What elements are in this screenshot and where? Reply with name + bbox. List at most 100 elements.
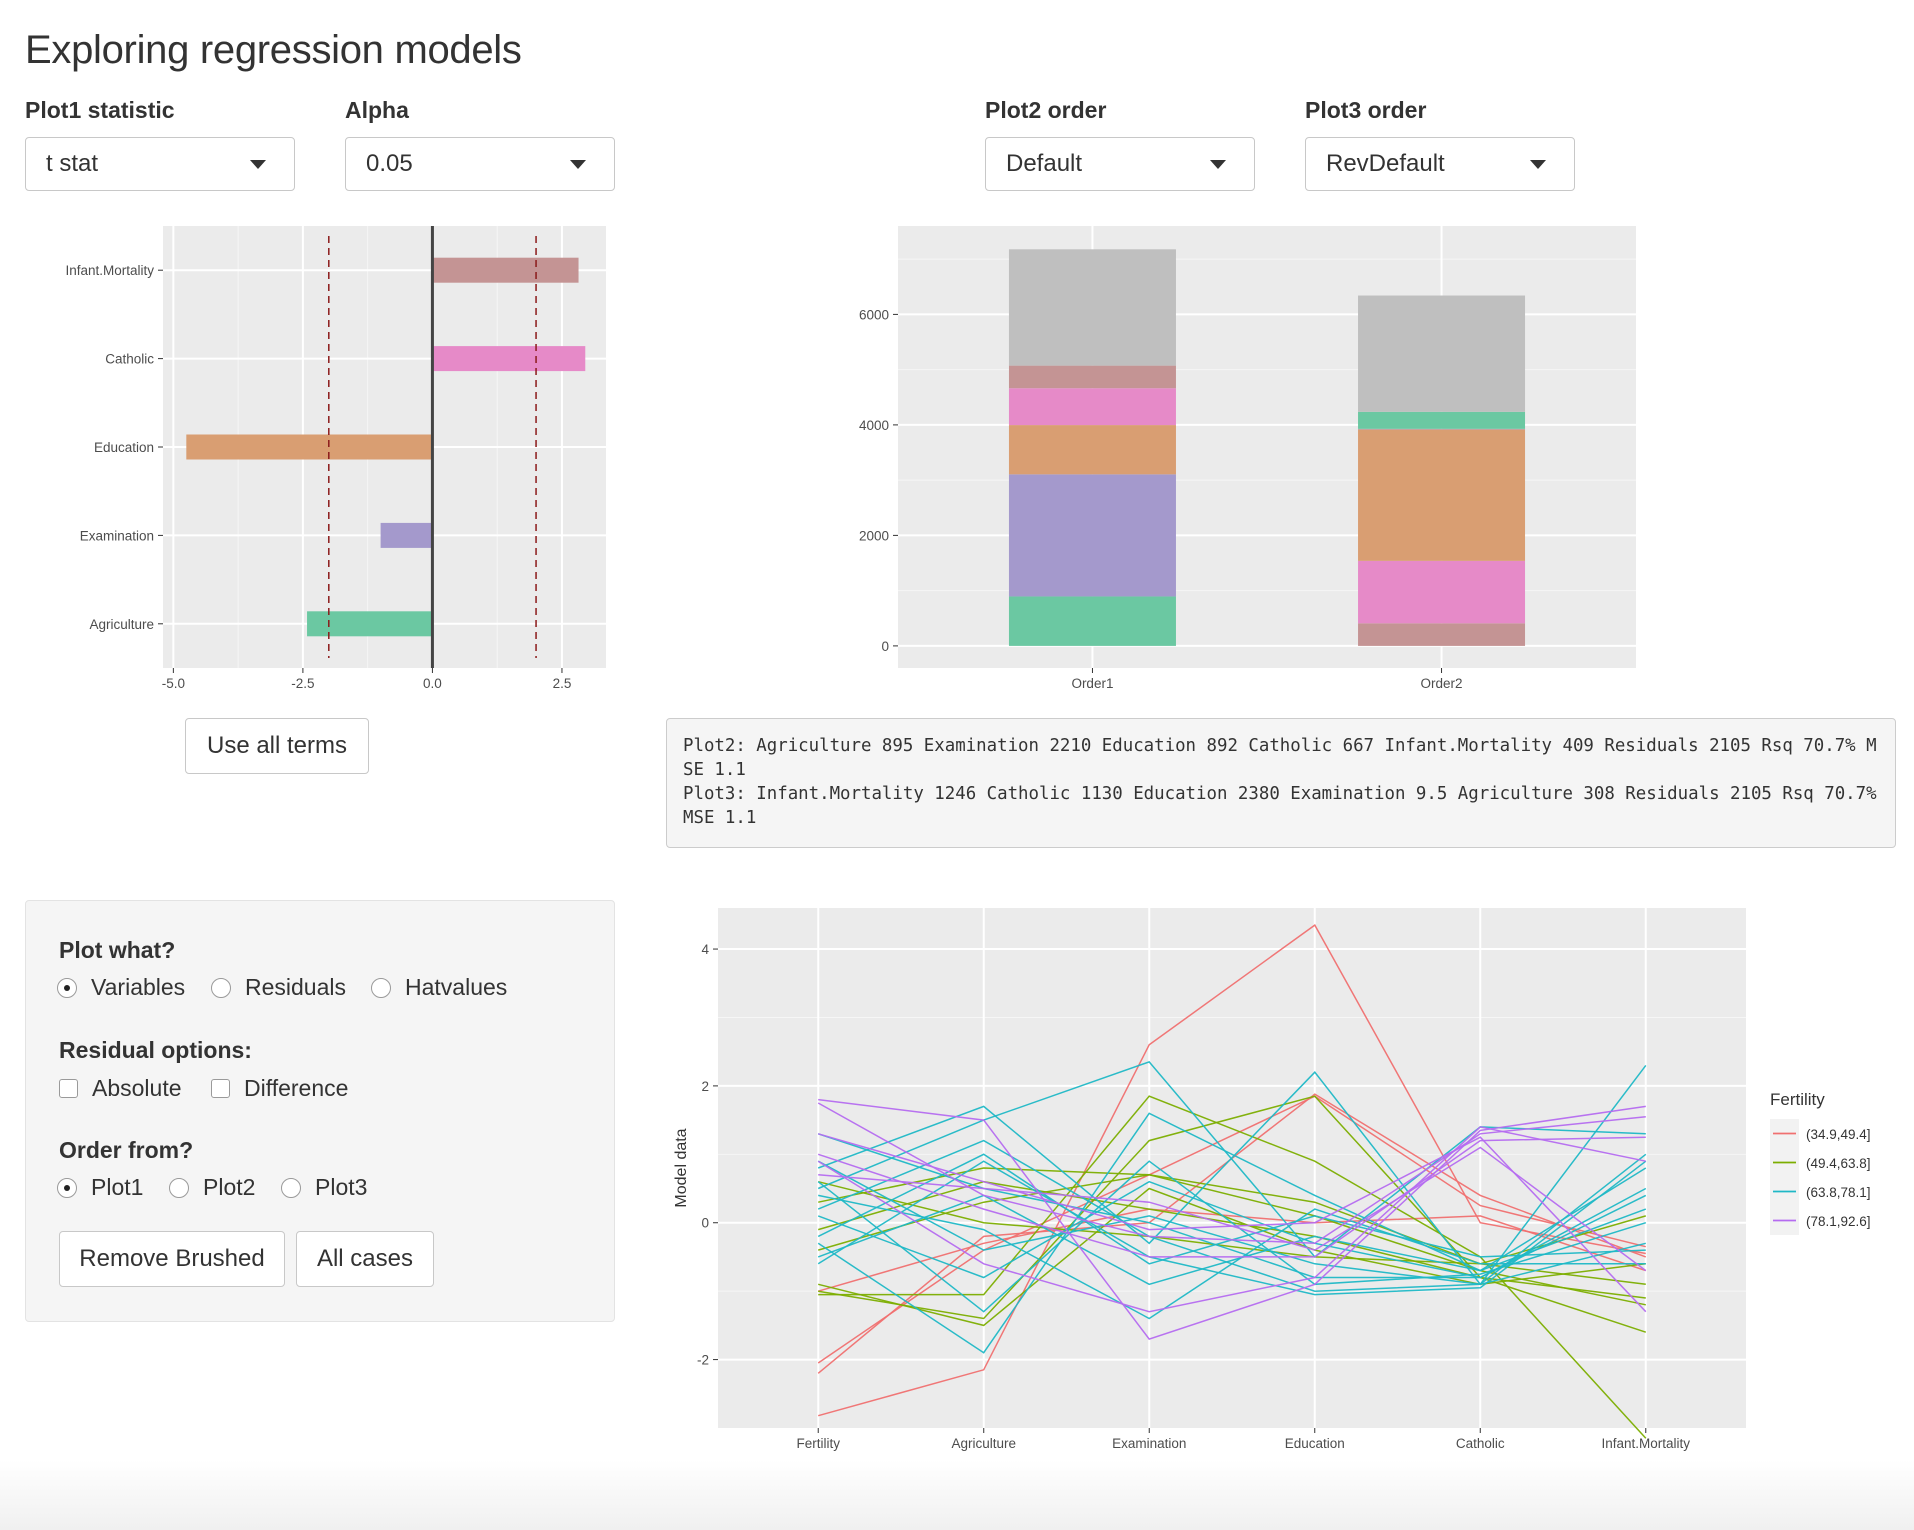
plot2-bar-segment	[1358, 295, 1526, 412]
plot1-bar	[380, 522, 433, 548]
all-cases-button[interactable]: All cases	[296, 1231, 434, 1287]
use-all-terms-button[interactable]: Use all terms	[185, 718, 369, 774]
plot2-order-label: Plot2 order	[985, 97, 1107, 123]
radio-residuals[interactable]: Residuals	[211, 974, 346, 1001]
plot3-series-line	[818, 1095, 1647, 1333]
alpha-label: Alpha	[345, 97, 409, 123]
radio-variables-indicator[interactable]	[57, 977, 77, 998]
plot2-bar-segment	[1358, 623, 1526, 646]
alpha-value: 0.05	[366, 150, 413, 177]
caret-down-icon	[1210, 160, 1226, 169]
checkbox-absolute-label: Absolute	[92, 1075, 182, 1101]
plot2-bar-segment	[1008, 474, 1176, 597]
plot3-series-line	[817, 1136, 1646, 1258]
radio-plot1-indicator[interactable]	[57, 1177, 77, 1198]
plot2-order-select[interactable]: Default	[985, 137, 1255, 191]
plot3-parallel-coordinates-chart[interactable]: Fertility Agriculture Examination Education…	[660, 895, 1914, 1465]
plot3-series-line	[817, 1174, 1646, 1306]
plot3-y-tick-label: -2	[697, 1353, 709, 1368]
plot2-x-tick-label: Order2	[1421, 676, 1463, 691]
plot3-panel-background	[718, 908, 1746, 1428]
checkbox-difference[interactable]: Difference	[211, 1075, 348, 1102]
plot3-series-line	[817, 1095, 1646, 1364]
plot3-x-tick-label: Agriculture	[951, 1436, 1016, 1451]
plot1-statistic-label: Plot1 statistic	[25, 97, 175, 123]
plot2-x-tick-label: Order1	[1071, 676, 1113, 691]
page-title: Exploring regression models	[25, 28, 522, 72]
plot3-y-tick-label: 0	[701, 1216, 709, 1231]
plot2-order-value: Default	[1006, 150, 1083, 177]
plot2-panel-background	[898, 226, 1636, 668]
plot3-series-line	[817, 1126, 1646, 1313]
plot3-legend-label: (34.9,49.4]	[1806, 1127, 1871, 1142]
plot2-y-tick-label: 0	[881, 639, 889, 654]
plot3-y-tick-label: 4	[701, 942, 709, 957]
plot1-x-tick-label: 2.5	[553, 676, 572, 691]
plot3-series-line	[818, 1146, 1647, 1272]
plot3-series-line	[817, 1194, 1647, 1286]
plot3-y-axis-label: Model data	[673, 1128, 690, 1207]
radio-hatvalues-indicator[interactable]	[371, 977, 391, 998]
radio-hatvalues[interactable]: Hatvalues	[371, 974, 507, 1001]
radio-plot2-indicator[interactable]	[169, 1177, 189, 1198]
plot3-series-line	[818, 1098, 1646, 1340]
plot1-y-tick-label: Examination	[80, 528, 154, 543]
radio-plot1[interactable]: Plot1	[57, 1174, 143, 1201]
caret-down-icon	[1530, 160, 1546, 169]
plot1-y-tick-label: Catholic	[105, 352, 154, 367]
plot3-order-label: Plot3 order	[1305, 97, 1427, 123]
plot3-x-tick-label: Infant.Mortality	[1601, 1436, 1690, 1451]
plot3-legend-label: (49.4,63.8]	[1806, 1156, 1871, 1171]
checkbox-difference-box[interactable]	[211, 1079, 230, 1098]
plot3-order-select[interactable]: RevDefault	[1305, 137, 1575, 191]
plot1-y-tick-label: Education	[94, 440, 154, 455]
plot2-bar-segment	[1008, 596, 1176, 646]
plot3-series-line	[817, 1061, 1646, 1258]
plot1-statistic-select[interactable]: t stat	[25, 137, 295, 191]
plot1-x-tick-label: -5.0	[162, 676, 185, 691]
plot2-bar-segment	[1358, 560, 1526, 624]
alpha-select[interactable]: 0.05	[345, 137, 615, 191]
radio-plot3-indicator[interactable]	[281, 1177, 301, 1198]
plot1-y-tick-label: Agriculture	[89, 617, 154, 632]
plot1-y-tick-label: Infant.Mortality	[65, 263, 154, 278]
plot3-y-tick-label: 2	[701, 1079, 709, 1094]
radio-plot2[interactable]: Plot2	[169, 1174, 255, 1201]
plot3-series-line	[818, 1194, 1646, 1320]
radio-variables[interactable]: Variables	[57, 974, 185, 1001]
checkbox-absolute[interactable]: Absolute	[59, 1075, 182, 1102]
checkbox-absolute-box[interactable]	[59, 1079, 78, 1098]
plot2-bar-segment	[1008, 425, 1176, 475]
model-summary-output: Plot2: Agriculture 895 Examination 2210 …	[666, 718, 1896, 848]
options-panel: Plot what? Variables Residuals Hatvalues…	[25, 900, 615, 1322]
plot1-bar-chart[interactable]: Infant.Mortality Catholic Education Examina…	[0, 200, 640, 700]
radio-plot1-label: Plot1	[91, 1174, 144, 1200]
plot1-bar	[432, 257, 579, 283]
plot3-x-tick-label: Fertility	[796, 1436, 840, 1451]
plot2-bar-segment	[1008, 388, 1176, 426]
plot2-y-tick-label: 4000	[859, 418, 889, 433]
plot3-series-line	[818, 1187, 1646, 1327]
radio-variables-label: Variables	[91, 974, 186, 1000]
remove-brushed-button[interactable]: Remove Brushed	[59, 1231, 285, 1287]
plot3-series-line	[817, 1102, 1646, 1245]
plot3-series-line	[817, 923, 1646, 1417]
radio-residuals-indicator[interactable]	[211, 977, 231, 998]
plot3-x-tick-label: Examination	[1112, 1436, 1186, 1451]
residual-options-label: Residual options:	[59, 1037, 252, 1063]
radio-plot3[interactable]: Plot3	[281, 1174, 367, 1201]
plot2-bar-segment	[1358, 411, 1526, 429]
plot2-bar-segment	[1358, 429, 1526, 561]
order-from-label: Order from?	[59, 1137, 194, 1163]
checkbox-difference-label: Difference	[244, 1075, 349, 1101]
plot3-series-line	[817, 1112, 1647, 1354]
plot1-bar	[432, 346, 586, 372]
radio-plot2-label: Plot2	[203, 1174, 256, 1200]
plot2-stacked-bar-chart[interactable]: Order1 Order2 0 2000 4000 6000	[840, 200, 1640, 700]
plot3-x-tick-label: Education	[1285, 1436, 1345, 1451]
caret-down-icon	[570, 160, 586, 169]
plot1-x-tick-label: -2.5	[291, 676, 314, 691]
plot2-y-tick-label: 6000	[859, 307, 889, 322]
radio-residuals-label: Residuals	[245, 974, 346, 1000]
plot2-bar-segment	[1008, 365, 1176, 389]
